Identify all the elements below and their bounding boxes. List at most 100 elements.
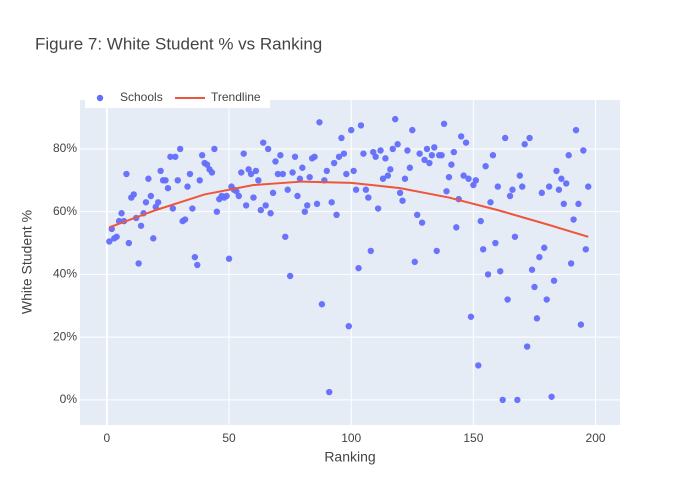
data-point <box>553 167 560 175</box>
data-point <box>162 177 169 184</box>
legend-marker <box>96 94 104 102</box>
data-point <box>433 247 440 255</box>
data-point <box>543 296 550 303</box>
data-point <box>377 147 384 154</box>
y-tick-label: 60% <box>53 204 77 218</box>
data-point <box>528 266 536 273</box>
x-tick-label: 200 <box>586 431 606 445</box>
data-point <box>196 177 203 184</box>
data-point <box>348 126 355 134</box>
data-point <box>506 192 514 200</box>
data-point <box>223 192 230 200</box>
data-point <box>250 194 257 201</box>
data-point <box>213 208 221 215</box>
data-point <box>123 170 130 178</box>
data-point <box>142 199 150 206</box>
data-point <box>431 144 438 151</box>
data-point <box>328 199 335 206</box>
data-point <box>323 167 330 175</box>
data-point <box>352 186 360 193</box>
data-point <box>477 217 484 225</box>
data-point <box>240 150 247 157</box>
data-point <box>167 153 174 160</box>
data-point <box>526 134 533 142</box>
data-point <box>384 172 392 179</box>
data-point <box>572 126 580 134</box>
data-point <box>225 255 233 262</box>
data-point <box>181 216 189 223</box>
chart-title: Figure 7: White Student % vs Ranking <box>35 34 322 53</box>
data-point <box>176 145 184 153</box>
data-point <box>479 246 487 253</box>
data-point <box>399 197 406 204</box>
data-point <box>387 166 394 173</box>
data-point <box>465 175 472 182</box>
data-point <box>157 167 164 175</box>
data-point <box>550 277 558 284</box>
data-point <box>350 167 357 175</box>
data-point <box>311 153 318 160</box>
data-point <box>379 175 387 182</box>
data-point <box>233 188 240 195</box>
data-point <box>404 147 411 154</box>
data-point <box>169 205 177 212</box>
data-point <box>475 362 482 369</box>
data-point <box>401 175 409 182</box>
data-point <box>338 134 345 142</box>
data-point <box>418 219 426 226</box>
data-point <box>541 244 548 251</box>
data-point <box>203 161 211 168</box>
data-point <box>567 260 575 267</box>
data-point <box>577 321 585 328</box>
x-axis-title: Ranking <box>324 449 375 465</box>
data-point <box>125 239 133 247</box>
data-point <box>509 186 516 193</box>
legend-label: Trendline <box>211 90 261 104</box>
data-point <box>147 192 155 200</box>
data-point <box>536 253 543 261</box>
data-point <box>450 148 458 156</box>
data-point <box>482 162 489 170</box>
data-point <box>438 152 445 159</box>
data-point <box>370 148 377 156</box>
data-point <box>467 313 475 320</box>
x-tick-label: 100 <box>341 431 361 445</box>
data-point <box>150 235 157 242</box>
data-point <box>284 186 291 193</box>
data-point <box>235 192 243 200</box>
data-point <box>208 169 216 176</box>
data-point <box>497 268 504 275</box>
legend-label: Schools <box>120 90 163 104</box>
data-point <box>367 247 374 255</box>
data-point <box>582 246 589 253</box>
data-point <box>289 169 296 176</box>
data-point <box>523 343 531 350</box>
data-point <box>365 194 372 201</box>
data-point <box>137 222 145 229</box>
data-point <box>406 164 414 171</box>
data-point <box>499 396 506 404</box>
data-point <box>257 206 265 214</box>
data-point <box>575 200 582 208</box>
data-point <box>164 184 172 192</box>
data-point <box>330 159 338 167</box>
y-axis-title: White Student % <box>19 210 35 314</box>
data-point <box>345 322 352 330</box>
x-tick-label: 0 <box>104 431 111 445</box>
data-point <box>470 181 477 189</box>
data-point <box>318 301 326 308</box>
data-point <box>487 199 494 206</box>
data-point <box>521 141 528 148</box>
data-point <box>277 152 284 159</box>
data-point <box>154 199 162 206</box>
data-point <box>355 264 362 272</box>
y-tick-label: 80% <box>53 141 77 155</box>
y-tick-label: 0% <box>60 392 78 406</box>
data-point <box>472 177 480 184</box>
data-point <box>416 150 423 157</box>
data-point <box>184 183 191 190</box>
data-point <box>113 233 120 240</box>
data-point <box>453 224 460 231</box>
data-point <box>106 238 113 245</box>
data-point <box>335 153 343 160</box>
